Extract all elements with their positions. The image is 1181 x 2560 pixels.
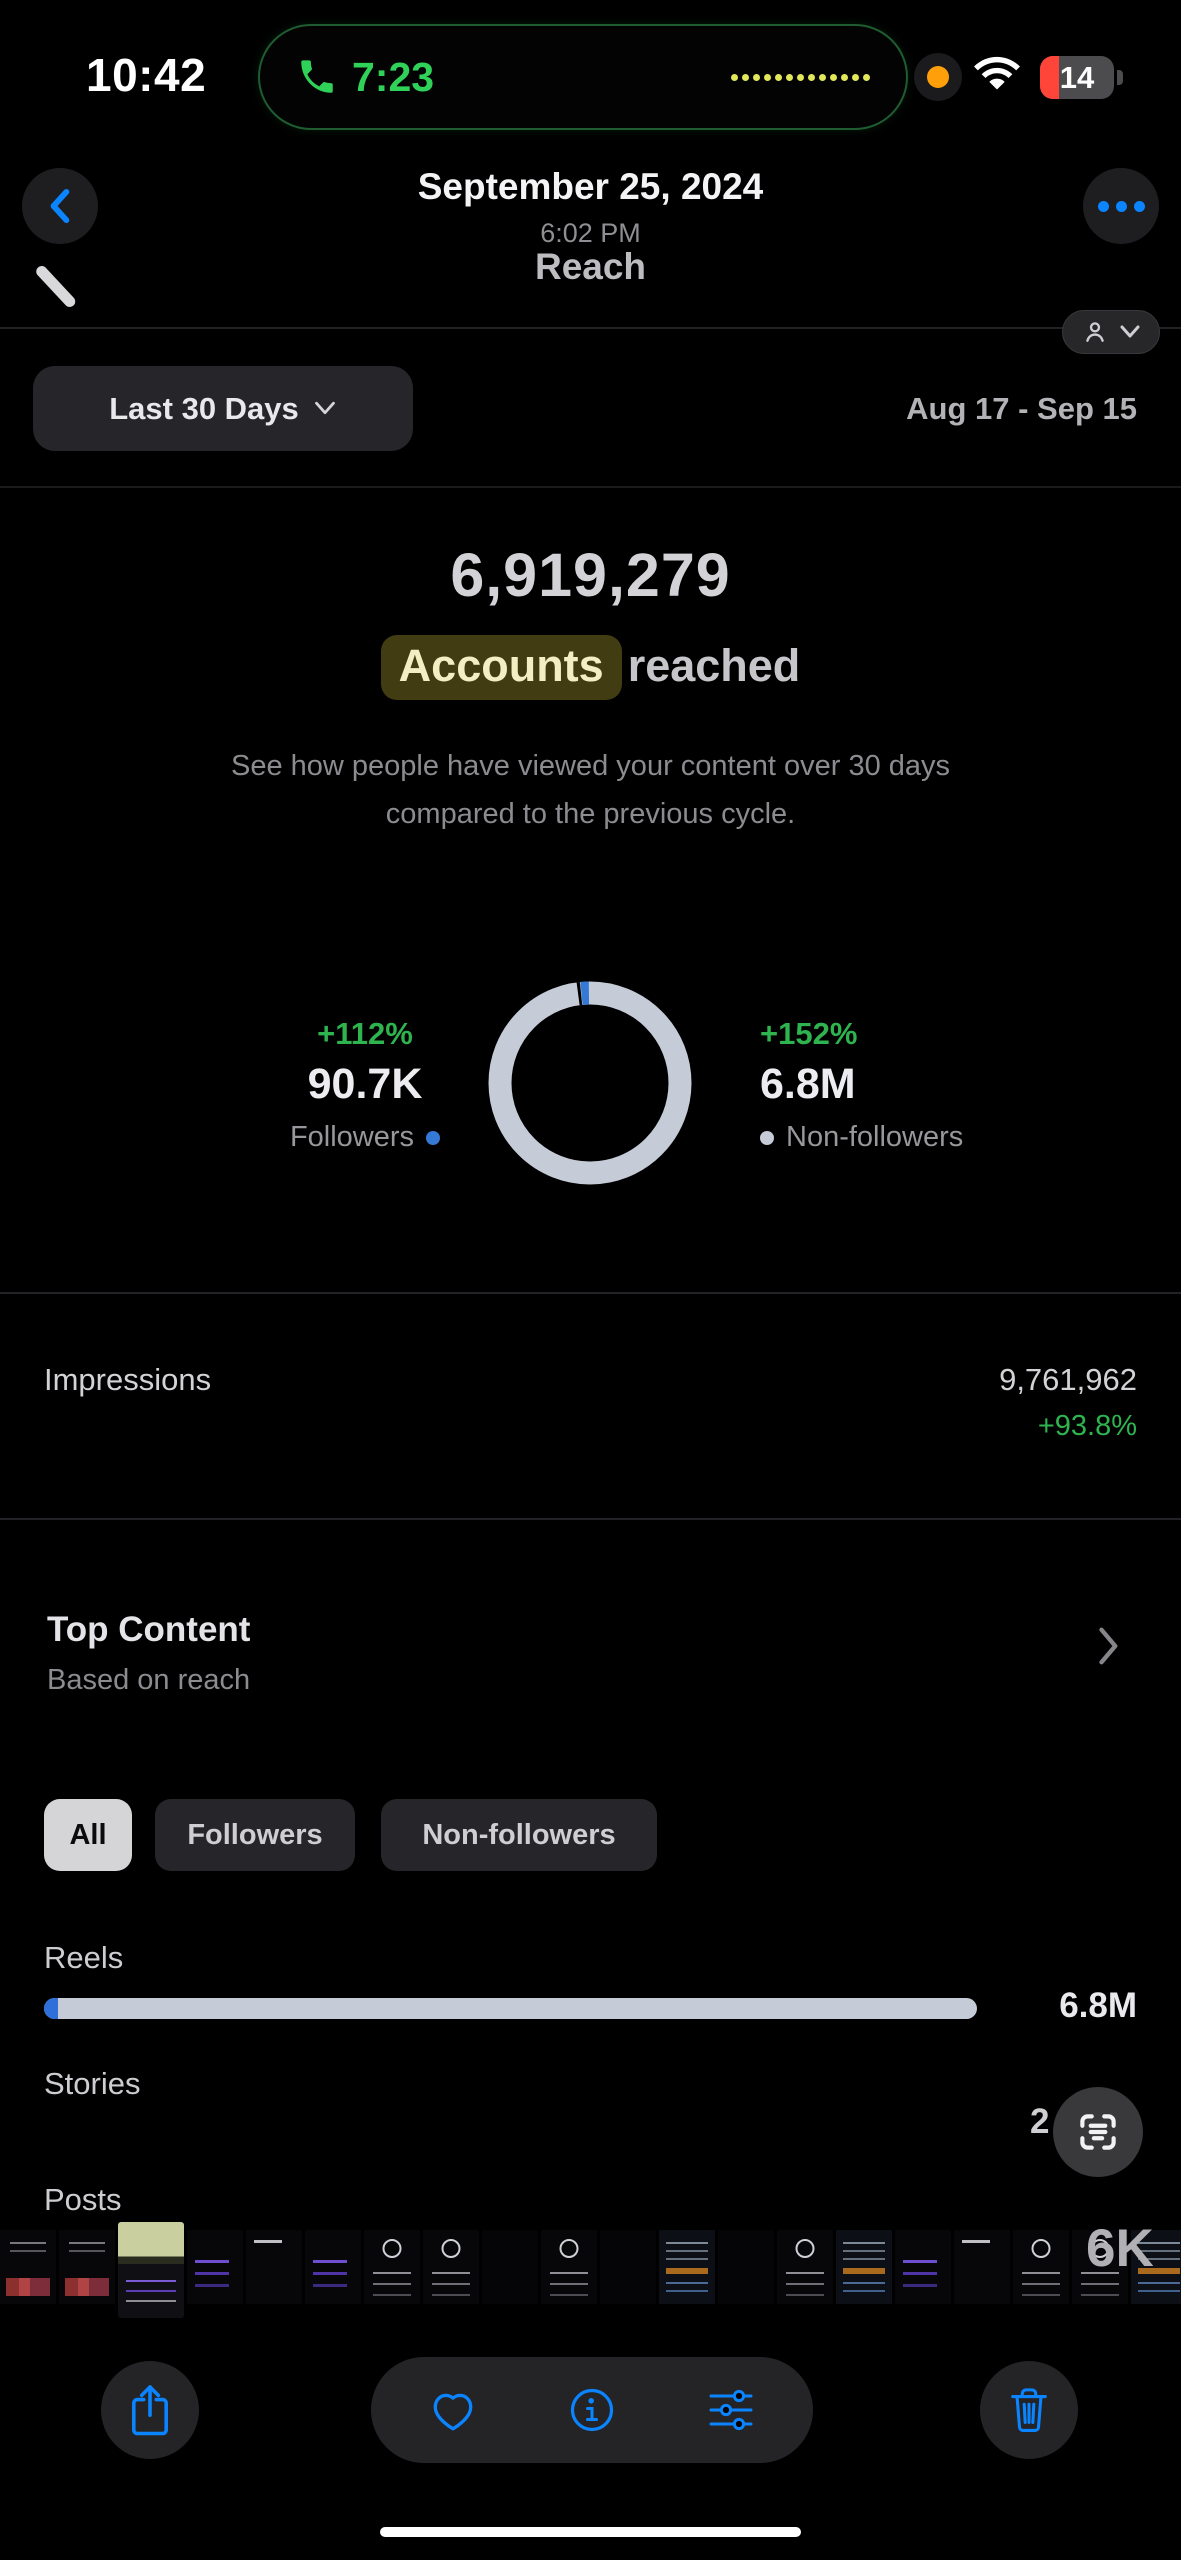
battery-low-fill: [1040, 56, 1059, 99]
donut-gap: [488, 981, 692, 1185]
photo-thumbnail[interactable]: [59, 2230, 115, 2304]
divider: [0, 486, 1181, 488]
non-followers-label: Non-followers: [760, 1121, 1140, 1154]
photo-thumbnail[interactable]: [541, 2230, 597, 2304]
reach-description: See how people have viewed your content …: [230, 750, 951, 830]
impressions-change: +93.8%: [1037, 1410, 1137, 1442]
delete-trash-icon: [1011, 2388, 1047, 2432]
photo-thumbnail[interactable]: [0, 2230, 56, 2304]
photo-thumbnail[interactable]: [1072, 2230, 1128, 2304]
status-bar-time: 10:42: [86, 49, 207, 101]
non-followers-change: +152%: [760, 1016, 858, 1051]
battery-level: 14: [1059, 59, 1095, 95]
reels-reach-bar: [44, 1998, 977, 2019]
photo-thumbnail[interactable]: [1131, 2230, 1181, 2304]
date-range-label: Aug 17 - Sep 15: [906, 391, 1137, 426]
highlighted-word: Accounts: [380, 635, 622, 700]
chevron-right-icon[interactable]: [1096, 1626, 1122, 1666]
home-indicator[interactable]: [380, 2527, 801, 2537]
photo-thumbnail[interactable]: [718, 2230, 774, 2304]
divider: [0, 327, 1181, 329]
non-followers-stat: +152% 6.8M Non-followers: [760, 1016, 1140, 1154]
followers-stat: +112% 90.7K Followers: [175, 1016, 555, 1154]
mic-indicator-dot: [914, 53, 962, 101]
reels-value: 6.8M: [1059, 1986, 1137, 2025]
photo-thumbnail[interactable]: [954, 2230, 1010, 2304]
total-reach-value: 6,919,279: [450, 541, 731, 609]
person-audience-icon: [1086, 322, 1104, 342]
posts-row-label: Posts: [44, 2182, 122, 2217]
adjust-sliders-icon[interactable]: [706, 2386, 756, 2434]
dynamic-island-call-pill[interactable]: 7:23: [258, 24, 908, 130]
reach-donut-chart: [488, 981, 692, 1185]
photo-thumbnail[interactable]: [305, 2230, 361, 2304]
more-options-button[interactable]: [1083, 168, 1159, 244]
favorite-heart-icon[interactable]: [428, 2387, 478, 2433]
thumbnail-strip[interactable]: [0, 2222, 1181, 2324]
insights-screen-title: Reach: [534, 246, 647, 287]
stories-row-label: Stories: [44, 2066, 141, 2101]
tab-all[interactable]: All: [44, 1799, 132, 1871]
photo-thumbnail[interactable]: [600, 2230, 656, 2304]
impressions-value: 9,761,962: [999, 1362, 1137, 1397]
followers-label: Followers: [175, 1121, 555, 1154]
followers-legend-dot: [426, 1130, 441, 1145]
stories-value-partial: 2: [1030, 2102, 1050, 2141]
impressions-label: Impressions: [44, 1362, 212, 1397]
photo-thumbnail[interactable]: [895, 2230, 951, 2304]
photo-thumbnail[interactable]: [482, 2230, 538, 2304]
tab-followers[interactable]: Followers: [155, 1799, 355, 1871]
donut-nonfollowers-arc: [488, 981, 692, 1185]
phone-icon: [301, 60, 333, 93]
share-button[interactable]: [101, 2361, 199, 2459]
tab-non-followers[interactable]: Non-followers: [381, 1799, 657, 1871]
more-ellipsis-icon: [1097, 200, 1109, 212]
photo-date-title: September 25, 2024: [417, 166, 764, 207]
battery-icon: 14: [1040, 56, 1114, 99]
info-icon[interactable]: [568, 2386, 616, 2434]
top-content-subtitle: Based on reach: [47, 1664, 251, 1696]
share-icon: [132, 2385, 168, 2436]
posts-value-partial: 6K: [1086, 2219, 1154, 2278]
period-selector-button[interactable]: Last 30 Days: [33, 366, 413, 451]
wifi-icon: [974, 56, 1020, 90]
photo-thumbnail[interactable]: [423, 2230, 479, 2304]
top-content-title: Top Content: [47, 1610, 251, 1649]
metric-title: Accounts reached: [0, 635, 1181, 700]
photo-thumbnail[interactable]: [659, 2230, 715, 2304]
divider: [0, 1292, 1181, 1294]
photo-actions-pill: [371, 2357, 813, 2463]
photo-thumbnail[interactable]: [836, 2230, 892, 2304]
photo-thumbnail[interactable]: [364, 2230, 420, 2304]
thumbnail-selected[interactable]: [118, 2222, 184, 2318]
metric-rest: reached: [627, 640, 801, 691]
back-chevron-icon: [50, 188, 70, 224]
photo-thumbnail[interactable]: [1013, 2230, 1069, 2304]
reels-row-label: Reels: [44, 1940, 124, 1975]
reels-bar-followers: [44, 1998, 58, 2019]
non-followers-value: 6.8M: [760, 1060, 856, 1108]
photo-thumbnail[interactable]: [246, 2230, 302, 2304]
period-selector-label: Last 30 Days: [109, 390, 299, 426]
call-duration: 7:23: [352, 53, 435, 100]
donut-followers-arc: [488, 981, 692, 1185]
chevron-down-icon: [1120, 325, 1140, 338]
call-waveform: [731, 73, 870, 81]
live-text-icon: [1080, 2114, 1116, 2150]
back-button[interactable]: [22, 168, 98, 244]
photo-thumbnail[interactable]: [777, 2230, 833, 2304]
non-followers-legend-dot: [760, 1130, 774, 1145]
followers-change: +112%: [317, 1016, 413, 1051]
battery-cap: [1117, 70, 1123, 85]
live-text-button[interactable]: [1053, 2087, 1143, 2177]
audience-selector-button[interactable]: [1062, 310, 1160, 354]
photo-time-subtitle: 6:02 PM: [540, 218, 641, 248]
divider: [0, 1518, 1181, 1520]
photo-thumbnail[interactable]: [187, 2230, 243, 2304]
chevron-down-icon: [314, 401, 335, 415]
delete-button[interactable]: [980, 2361, 1078, 2459]
followers-value: 90.7K: [307, 1060, 423, 1108]
